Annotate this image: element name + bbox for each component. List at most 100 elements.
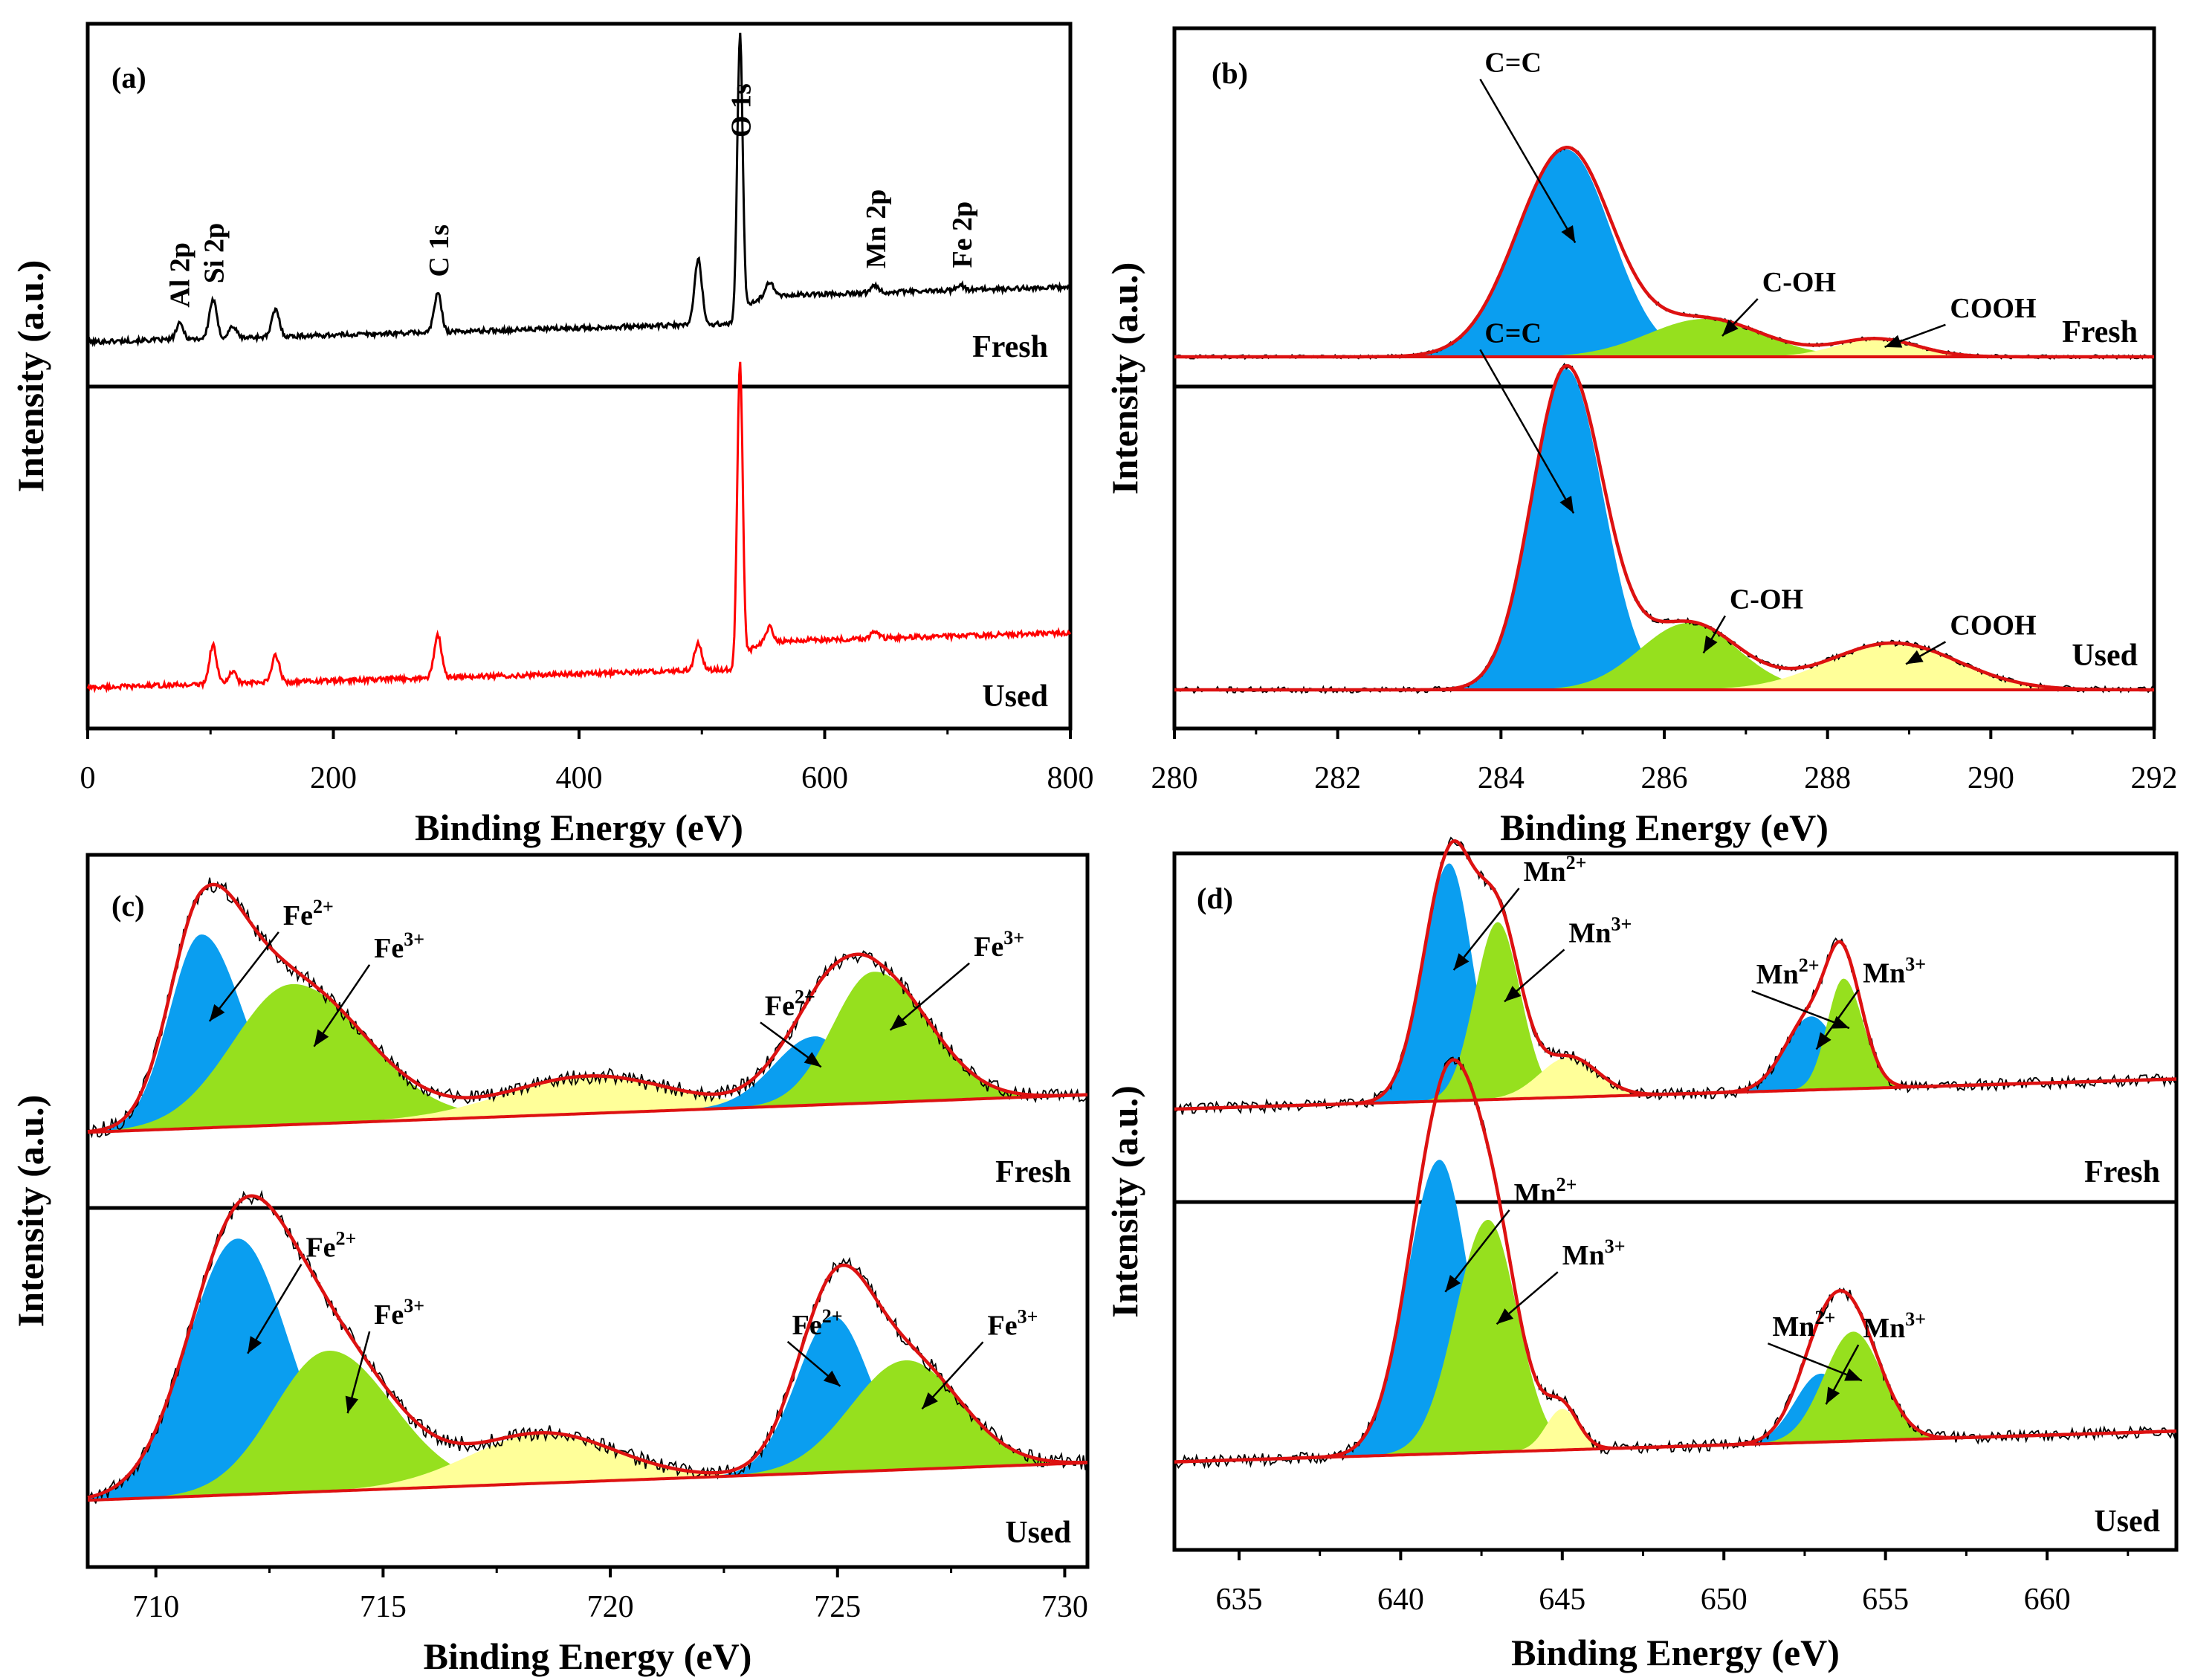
fit-envelope — [87, 1194, 1088, 1499]
y-axis-label: Intensity (a.u.) — [10, 260, 51, 493]
annotation-arrow — [247, 1264, 303, 1354]
panel-3: (c) 710 715 720 725 730 Binding Energy (eV) Int… — [10, 853, 1090, 1677]
component-label: COOH — [1950, 293, 2036, 324]
sample-label-used: Used — [1005, 1516, 1071, 1550]
x-tick-label: 0 — [80, 761, 96, 795]
sample-label-fresh: Fresh — [972, 330, 1048, 364]
fit-component-fe2 — [88, 1238, 1087, 1501]
arrow-head — [1721, 319, 1739, 336]
annotation-arrow — [1479, 349, 1575, 514]
component-label-superscript: 3+ — [404, 1295, 424, 1316]
arrow-head — [1496, 1308, 1514, 1325]
panel-1: (a) 0 200 400 600 800 Binding Energy (eV) Inten… — [10, 22, 1094, 848]
sample-label-used: Used — [2072, 639, 2138, 673]
x-tick-label: 655 — [1862, 1583, 1909, 1617]
arrow-head — [1884, 335, 1903, 348]
arrow-head — [823, 1370, 841, 1386]
component-label-superscript: 3+ — [1003, 927, 1024, 949]
fit-component-mn3 — [1174, 922, 2176, 1109]
x-tick-label: 660 — [2024, 1583, 2071, 1617]
panel-label: (b) — [1212, 56, 1248, 90]
raw-spectrum — [1174, 836, 2177, 1115]
plot-frame — [85, 853, 1090, 1569]
peak-annotation: Fe 2p — [947, 201, 978, 268]
fit-component-cooh — [1174, 643, 2154, 690]
arrow-head — [1445, 1274, 1461, 1292]
x-tick-label: 282 — [1314, 761, 1361, 795]
fit-component-satellite — [88, 1076, 1087, 1133]
x-tick-label: 725 — [814, 1590, 861, 1624]
component-label: C-OH — [1730, 584, 1803, 616]
arrow-head — [209, 1004, 225, 1021]
x-tick-label: 800 — [1047, 761, 1094, 795]
panel-label: (d) — [1197, 882, 1233, 915]
component-label-superscript: 2+ — [795, 986, 815, 1007]
fit-component-mn3 — [1174, 1220, 2176, 1462]
component-label: COOH — [1950, 610, 2036, 641]
fit-envelope — [1174, 839, 2177, 1111]
component-label: Fe3+ — [974, 927, 1024, 963]
fit-component-coh — [1174, 623, 2154, 690]
component-label-superscript: 2+ — [1556, 1174, 1577, 1195]
panel-2: (b) 280 282 284 286 288 290 292 Binding Energy (… — [1104, 26, 2178, 848]
background-line — [87, 1093, 1088, 1134]
component-label-superscript: 2+ — [1799, 954, 1820, 976]
fit-component-mn2 — [1174, 1160, 2176, 1462]
x-tick-label: 286 — [1641, 761, 1688, 795]
component-label: Fe2+ — [305, 1228, 356, 1264]
fit-component-fe3 — [88, 1351, 1087, 1501]
x-tick-label: 640 — [1377, 1583, 1424, 1617]
panel-4: (d) 635 640 645 650 655 660 Binding Energy (eV)… — [1104, 836, 2179, 1673]
plot-frame — [85, 22, 1073, 731]
survey-line-used — [86, 361, 1072, 694]
fit-component-fe3 — [88, 972, 1087, 1133]
x-tick-label: 400 — [556, 761, 603, 795]
annotation-arrow — [1767, 1343, 1863, 1382]
peak-annotation: Al 2p — [164, 242, 195, 308]
component-label: Mn2+ — [1756, 954, 1820, 990]
sample-label-used: Used — [982, 679, 1048, 714]
component-label-superscript: 2+ — [1814, 1307, 1835, 1328]
x-tick-label: 730 — [1041, 1590, 1088, 1624]
component-label: C-OH — [1762, 267, 1836, 298]
fit-component-mn2 — [1174, 1373, 2176, 1462]
fit-component-coh — [1174, 319, 2154, 357]
raw-spectrum — [1174, 146, 2155, 361]
annotation-arrow — [1751, 989, 1850, 1030]
component-label: Mn3+ — [1863, 954, 1926, 989]
component-label-superscript: 3+ — [1605, 1235, 1626, 1257]
annotation-arrow — [1452, 888, 1520, 971]
peak-annotation: O 1s — [725, 83, 757, 138]
fit-component-mn3 — [1174, 978, 2176, 1109]
arrow-head — [314, 1029, 329, 1047]
fit-component-cc — [1174, 149, 2154, 357]
y-axis-label: Intensity (a.u.) — [10, 1095, 51, 1328]
arrow-head — [1559, 495, 1574, 514]
component-label-superscript: 3+ — [404, 928, 424, 950]
component-label-superscript: 2+ — [336, 1228, 357, 1250]
fit-component-cooh — [1174, 339, 2154, 357]
fit-envelope — [1174, 364, 2154, 692]
panel-label: (c) — [111, 889, 144, 923]
component-label-superscript: 2+ — [822, 1305, 843, 1327]
fit-component-mn2 — [1174, 863, 2176, 1109]
arrow-head — [1453, 953, 1470, 971]
component-label: Mn3+ — [1863, 1308, 1926, 1344]
arrow-head — [248, 1336, 262, 1354]
component-label: Fe3+ — [988, 1305, 1038, 1341]
x-axis-label: Binding Energy (eV) — [1511, 1632, 1840, 1673]
sample-label-fresh: Fresh — [2084, 1155, 2160, 1189]
peak-annotation: C 1s — [424, 224, 455, 277]
component-label: Fe3+ — [374, 928, 424, 964]
fit-envelope — [1174, 146, 2154, 359]
x-tick-label: 650 — [1701, 1583, 1748, 1617]
fit-component-fe3 — [88, 983, 1087, 1133]
y-axis-label: Intensity (a.u.) — [1104, 1085, 1145, 1318]
arrow-head — [1831, 1015, 1849, 1029]
component-label: C=C — [1484, 48, 1542, 79]
component-label: Fe2+ — [283, 896, 334, 931]
annotation-arrow — [1479, 78, 1577, 244]
fit-envelope — [1174, 1058, 2177, 1464]
y-axis-label: Intensity (a.u.) — [1104, 262, 1145, 495]
